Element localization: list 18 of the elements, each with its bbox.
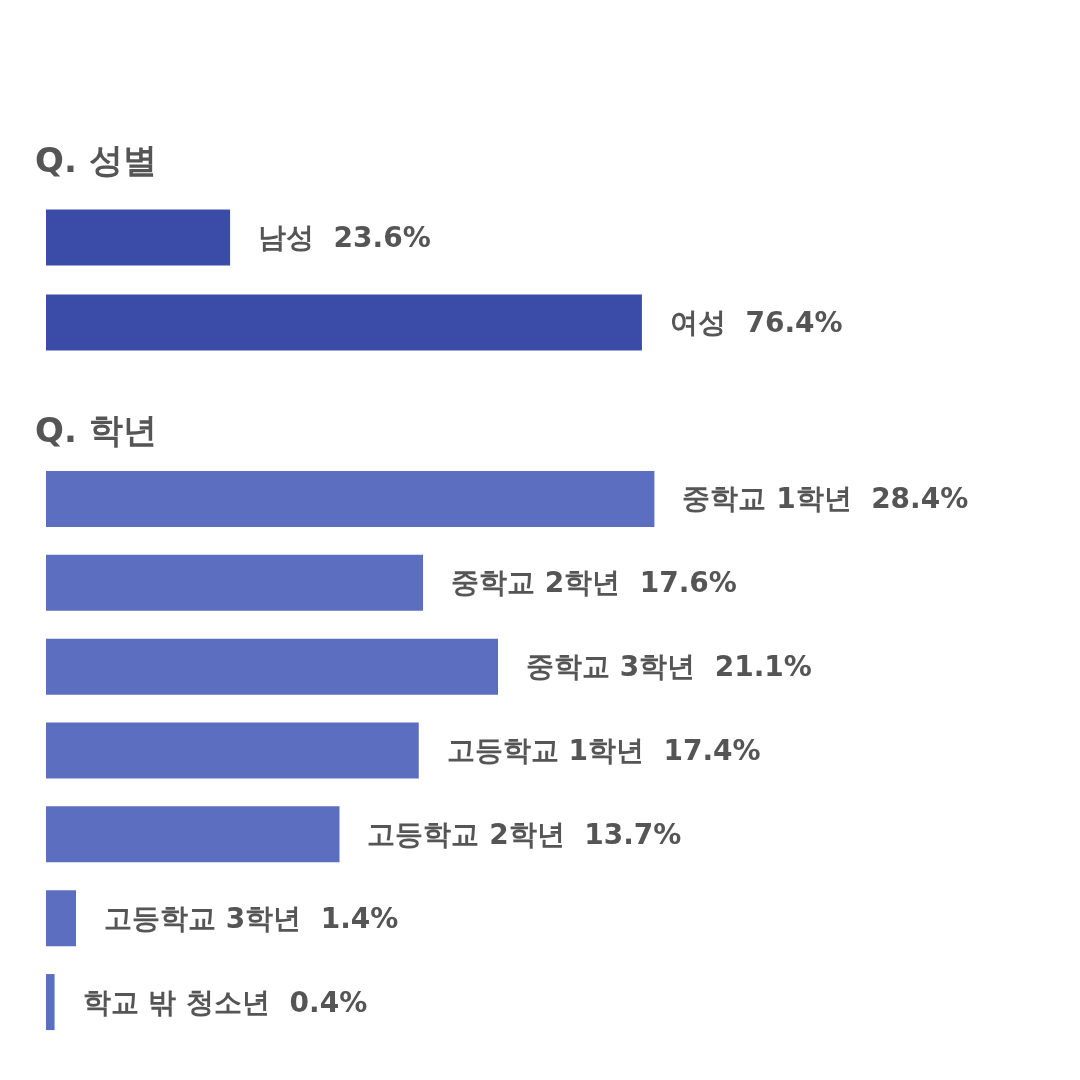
data-label: 여성 76.4%	[669, 306, 843, 339]
bar	[46, 974, 55, 1031]
bar	[46, 554, 424, 611]
data-label: 학교 밖 청소년 0.4%	[82, 985, 368, 1019]
data-label: 중학교 2학년 17.6%	[451, 566, 737, 600]
bar	[46, 806, 340, 863]
bar	[46, 722, 419, 779]
data-label: 중학교 1학년 28.4%	[682, 482, 969, 516]
chart-title: Q. 성별	[35, 140, 157, 180]
data-label: 고등학교 2학년 13.7%	[367, 817, 682, 851]
bar	[46, 890, 76, 947]
data-label: 고등학교 3학년 1.4%	[103, 901, 399, 935]
data-label: 남성 23.6%	[258, 221, 431, 254]
data-label: 중학교 3학년 21.1%	[526, 650, 812, 684]
bar	[46, 470, 655, 527]
chart-title: Q. 학년	[35, 410, 157, 450]
data-label: 고등학교 1학년 17.4%	[446, 734, 761, 767]
bar	[46, 638, 499, 695]
